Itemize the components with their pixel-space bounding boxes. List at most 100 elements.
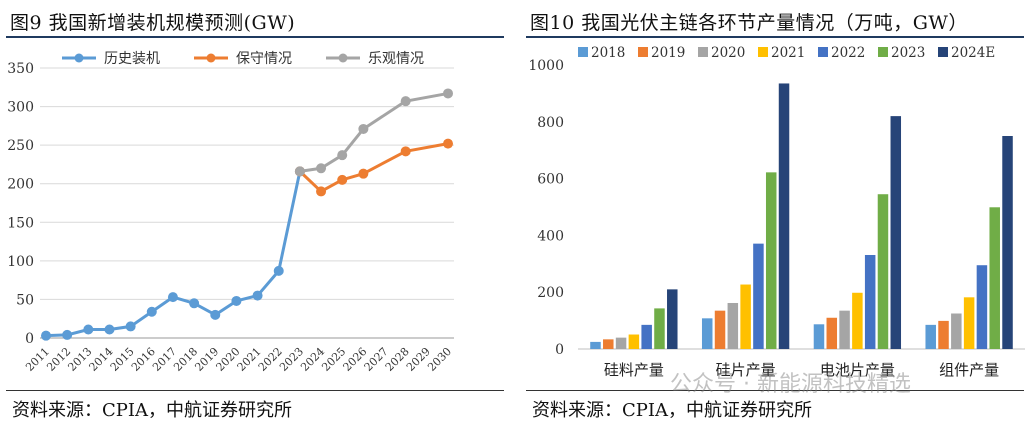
legend-label: 2019 — [651, 45, 685, 61]
legend-label: 保守情况 — [236, 51, 292, 67]
y-tick-label: 250 — [7, 138, 34, 154]
bar-2022 — [864, 254, 876, 349]
data-point — [316, 186, 327, 197]
data-point — [316, 163, 327, 174]
data-point — [443, 88, 453, 99]
bar-2021 — [628, 334, 640, 349]
bar-2023 — [989, 207, 1000, 349]
data-point — [337, 150, 348, 161]
legend-label: 2018 — [591, 45, 625, 61]
y-tick-label: 400 — [537, 228, 564, 244]
series-line-历史装机 — [45, 171, 302, 338]
source-rule — [6, 390, 504, 391]
bar-2018 — [590, 341, 601, 349]
bar-2019 — [603, 339, 614, 349]
bar-2022 — [641, 324, 652, 349]
bar-2021 — [740, 284, 751, 349]
legend-swatch — [698, 47, 708, 57]
watermark-text: 公众号 · 新能源科技精选 — [670, 372, 911, 397]
data-point — [252, 290, 263, 301]
bar-2019 — [938, 320, 949, 349]
category-label: 硅料产量 — [604, 361, 664, 379]
x-tick-label: 2030 — [425, 345, 454, 374]
bar-2019 — [714, 310, 726, 349]
data-point — [358, 168, 369, 179]
legend-label: 历史装机 — [104, 51, 160, 67]
legend-marker — [206, 53, 216, 63]
source-rule — [526, 390, 1024, 391]
y-tick-label: 0 — [25, 331, 34, 347]
data-point — [273, 265, 284, 276]
data-point — [62, 329, 73, 340]
bar-2020 — [951, 313, 962, 349]
bar-2021 — [963, 297, 975, 349]
title-rule — [526, 36, 1024, 38]
figure-10-source: 资料来源：CPIA，中航证券研究所 — [532, 400, 812, 421]
bar-2018 — [701, 318, 713, 349]
data-point — [167, 292, 178, 303]
data-point — [125, 321, 136, 332]
figure-10-title: 图10 我国光伏主链各环节产量情况（万吨，GW） — [530, 12, 968, 34]
y-tick-label: 800 — [537, 115, 564, 131]
figure-9-source: 资料来源：CPIA，中航证券研究所 — [12, 400, 292, 421]
legend-marker — [338, 53, 348, 63]
legend-swatch — [758, 47, 768, 57]
legend-swatch — [638, 47, 648, 57]
data-point — [210, 309, 221, 320]
bar-2022 — [753, 243, 764, 349]
data-point — [189, 298, 200, 309]
legend-label: 2020 — [711, 45, 745, 61]
legend-swatch — [818, 47, 828, 57]
legend-swatch — [578, 47, 588, 57]
line-chart: 0501001502002503003502011201220132014201… — [7, 51, 454, 374]
data-point — [337, 174, 348, 185]
data-point — [294, 166, 305, 177]
data-point — [83, 324, 94, 335]
bar-2022 — [976, 265, 988, 349]
data-point — [400, 146, 411, 157]
bar-2023 — [877, 194, 889, 349]
bar-2018 — [813, 324, 825, 349]
category-label: 硅片产量 — [716, 361, 776, 379]
data-point — [443, 138, 453, 149]
data-point — [41, 330, 51, 341]
figure-10-panel: 图10 我国光伏主链各环节产量情况（万吨，GW） 0 200 400 600 800 10… — [520, 0, 1030, 425]
data-point — [231, 295, 242, 306]
y-tick-label: 50 — [16, 292, 34, 308]
y-tick-label: 350 — [7, 61, 34, 77]
title-rule — [6, 36, 504, 38]
figure-9-panel: 图9 我国新增装机规模预测(GW) 0 50 100 150 200 250 300 350 2… — [0, 0, 510, 425]
bar-chart: 0 200 400 600 800 1000 硅料产量 硅片产量 电池片产量 组件产量 2018 20… — [528, 45, 1025, 379]
figure-9-title: 图9 我国新增装机规模预测(GW) — [10, 12, 296, 34]
legend-label: 乐观情况 — [368, 51, 424, 67]
legend-swatch — [938, 47, 948, 57]
bar-2020 — [727, 302, 739, 349]
data-point — [146, 306, 157, 317]
bar-2020 — [839, 310, 850, 349]
y-tick-label: 200 — [7, 177, 34, 193]
category-label: 电池片产量 — [820, 361, 895, 379]
data-point — [104, 324, 115, 335]
y-tick-label: 300 — [7, 100, 34, 116]
bar-2024E — [778, 83, 790, 350]
bar-2020 — [615, 337, 627, 349]
data-point — [358, 123, 369, 134]
series-line-乐观情况 — [299, 91, 449, 173]
bar-2023 — [654, 308, 665, 349]
bar-2023 — [765, 172, 777, 349]
y-tick-label: 600 — [537, 172, 564, 188]
y-tick-label: 1000 — [528, 58, 564, 74]
legend-swatch — [878, 47, 888, 57]
data-point — [400, 96, 411, 107]
bar-2024E — [890, 116, 902, 350]
legend-label: 2024E — [951, 45, 995, 61]
y-tick-label: 100 — [7, 254, 34, 270]
legend-marker — [74, 53, 84, 63]
legend-label: 2021 — [771, 45, 805, 61]
legend-label: 2022 — [831, 45, 865, 61]
bar-2024E — [667, 289, 678, 349]
legend-label: 2023 — [891, 45, 925, 61]
y-tick-label: 0 — [555, 342, 564, 358]
bar-2018 — [925, 324, 936, 349]
category-label: 组件产量 — [939, 361, 999, 379]
